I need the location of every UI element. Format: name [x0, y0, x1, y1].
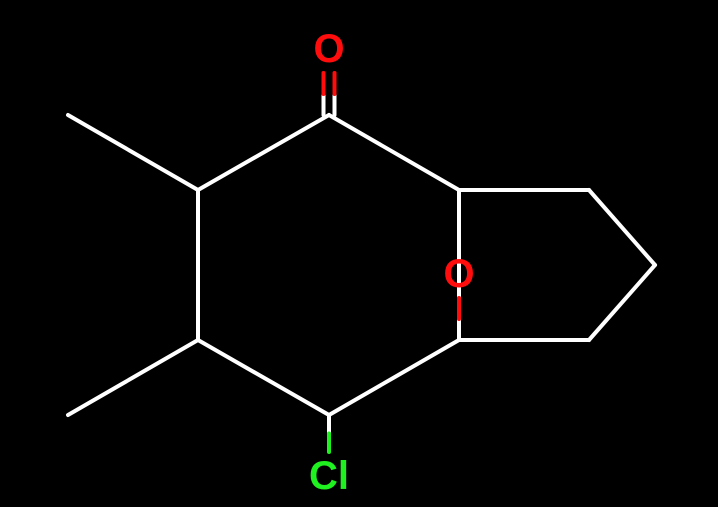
- bond: [198, 115, 329, 190]
- bond: [589, 265, 655, 340]
- bond: [198, 340, 329, 415]
- bond: [68, 340, 198, 415]
- bond: [589, 190, 655, 265]
- atom-label-o: O: [313, 27, 344, 71]
- bond: [329, 340, 459, 415]
- atom-label-o: O: [443, 252, 474, 296]
- atom-label-cl: Cl: [309, 454, 349, 498]
- bond: [68, 115, 198, 190]
- bond: [329, 115, 459, 190]
- molecule-canvas: O O Cl: [0, 0, 718, 507]
